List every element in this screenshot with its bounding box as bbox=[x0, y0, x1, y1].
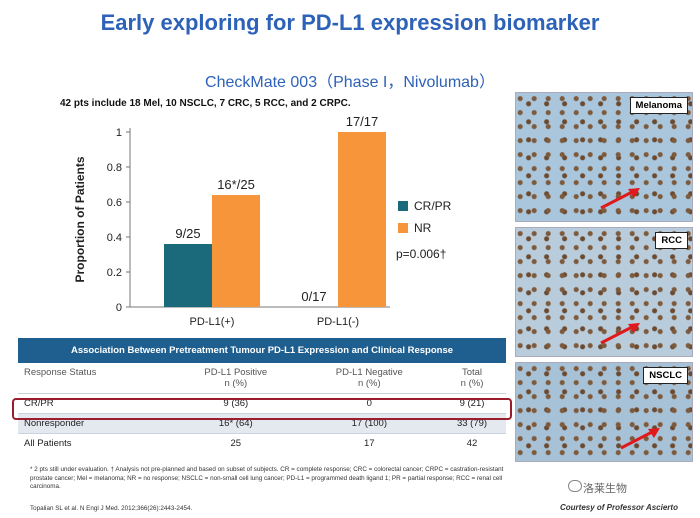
table-header-cell: PD-L1 Negative n (%) bbox=[300, 363, 439, 394]
patients-note: 42 pts include 18 Mel, 10 NSCLC, 7 CRC, … bbox=[60, 98, 351, 109]
red-arrow-icon bbox=[620, 428, 660, 450]
slide-title: Early exploring for PD-L1 expression bio… bbox=[100, 10, 600, 35]
table-cell: 25 bbox=[171, 433, 301, 454]
courtesy-note: Courtesy of Professor Ascierto bbox=[560, 503, 678, 512]
bar-nr-0 bbox=[212, 195, 260, 307]
legend-label: CR/PR bbox=[414, 199, 452, 213]
table-header-cell: Total n (%) bbox=[438, 363, 506, 394]
red-arrow-icon bbox=[600, 188, 640, 210]
y-tick-label: 0.2 bbox=[107, 267, 122, 279]
y-axis-label: Proportion of Patients bbox=[73, 156, 87, 282]
bar-data-label: 16*/25 bbox=[217, 177, 255, 192]
histology-image-rcc: RCC bbox=[515, 227, 693, 357]
panel-label: NSCLC bbox=[643, 367, 688, 384]
table-cell: 42 bbox=[438, 433, 506, 454]
panel-label: RCC bbox=[655, 232, 688, 249]
y-tick-label: 0.6 bbox=[107, 197, 122, 209]
table-cell: All Patients bbox=[18, 433, 172, 454]
p-value-annotation: p=0.006† bbox=[396, 247, 446, 261]
x-category-label: PD-L1(+) bbox=[190, 316, 235, 328]
y-tick-label: 1 bbox=[116, 127, 122, 139]
bar-nr-1 bbox=[338, 132, 386, 307]
histology-image-nsclc: NSCLC bbox=[515, 362, 693, 462]
citation: Topalian SL et al. N Engl J Med. 2012;36… bbox=[30, 505, 193, 512]
x-category-label: PD-L1(-) bbox=[317, 316, 359, 328]
bar-chart: 0 0.2 0.4 0.6 0.8 1 Proportion of Patients 9/25… bbox=[73, 114, 452, 328]
table-row: All Patients 25 17 42 bbox=[18, 433, 506, 454]
legend-swatch bbox=[398, 223, 408, 233]
watermark: 洛莱生物 bbox=[583, 483, 627, 495]
y-tick-label: 0.4 bbox=[107, 232, 122, 244]
wechat-icon bbox=[568, 480, 582, 492]
y-tick-label: 0.8 bbox=[107, 162, 122, 174]
slide-subtitle: CheckMate 003（Phase I，Nivolumab） bbox=[205, 74, 495, 91]
footnote: * 2 pts still under evaluation. † Analys… bbox=[30, 466, 504, 490]
table-header-cell: Response Status bbox=[18, 363, 172, 394]
table-caption: Association Between Pretreatment Tumour … bbox=[18, 338, 506, 363]
table-header-row: Response Status PD-L1 Positive n (%) PD-L1 … bbox=[18, 363, 506, 394]
bar-data-label: 17/17 bbox=[346, 114, 379, 129]
bar-crpr-0 bbox=[164, 244, 212, 307]
table-cell: 17 bbox=[300, 433, 439, 454]
bar-data-label: 0/17 bbox=[301, 289, 326, 304]
red-arrow-icon bbox=[600, 323, 640, 345]
y-tick-label: 0 bbox=[116, 302, 122, 314]
legend-label: NR bbox=[414, 221, 432, 235]
panel-label: Melanoma bbox=[629, 97, 688, 114]
table-header-cell: PD-L1 Positive n (%) bbox=[171, 363, 301, 394]
association-table: Association Between Pretreatment Tumour … bbox=[18, 338, 506, 454]
cr-pr-highlight-box bbox=[12, 398, 512, 420]
legend-swatch bbox=[398, 201, 408, 211]
histology-image-melanoma: Melanoma bbox=[515, 92, 693, 222]
bar-data-label: 9/25 bbox=[175, 226, 200, 241]
